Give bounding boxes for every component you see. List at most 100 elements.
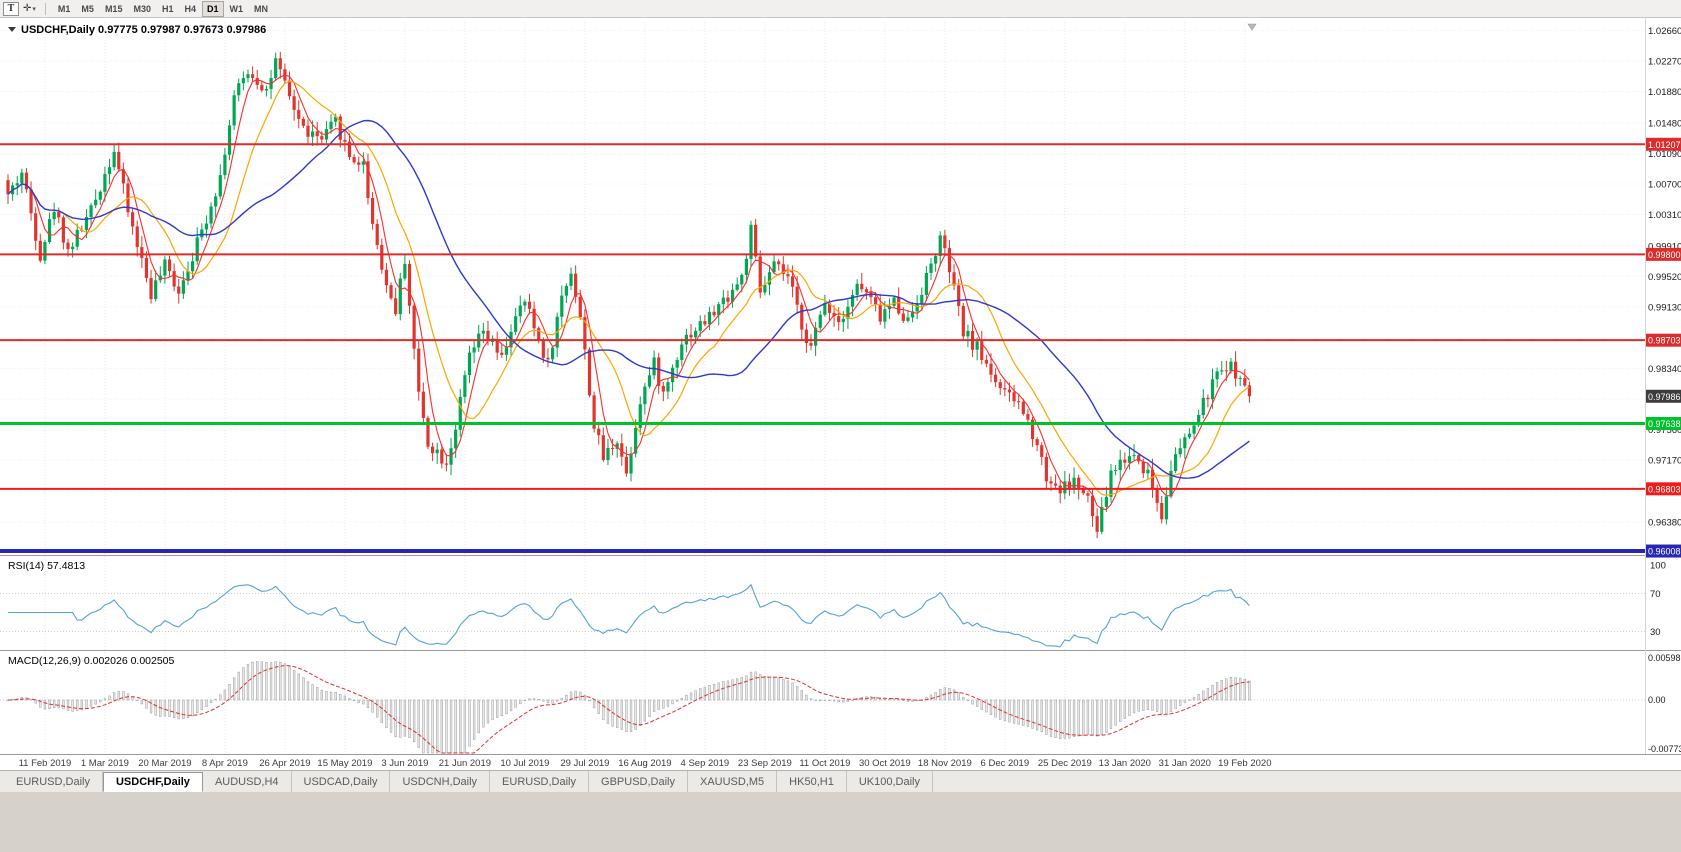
candle-body: [1169, 470, 1173, 497]
timeframe-m15[interactable]: M15: [104, 3, 123, 14]
chart-tab-usdcad-daily[interactable]: USDCAD,Daily: [292, 771, 391, 792]
candle-body: [1141, 461, 1145, 474]
macd-histogram-bar: [1183, 699, 1186, 703]
timeframe-group: M1 M5 M15 M30 H1 H4 D1 W1 MN: [53, 0, 273, 17]
price-chart[interactable]: 1.02660 1.02270 1.01880 1.01480 1.01090 1.007…: [0, 18, 1681, 770]
macd-histogram-bar: [1054, 699, 1057, 738]
price-level-badge-label: 0.96008: [1648, 547, 1681, 557]
candle-body: [634, 428, 638, 454]
candle-body: [984, 359, 988, 364]
macd-histogram-bar: [209, 699, 213, 704]
macd-histogram-bar: [357, 699, 360, 704]
x-axis-label: 4 Sep 2019: [681, 758, 730, 769]
macd-histogram-bar: [948, 688, 951, 701]
cursor-tool-button[interactable]: ✛ ▾: [21, 2, 38, 16]
macd-histogram-bar: [1128, 699, 1131, 716]
chart-tab-usdcnh-daily[interactable]: USDCNH,Daily: [390, 771, 491, 792]
chart-tab-hk50-h1[interactable]: HK50,H1: [777, 771, 847, 792]
chart-tab-audusd-h4[interactable]: AUDUSD,H4: [203, 771, 292, 792]
candle-body: [587, 349, 592, 396]
candle-body: [227, 125, 232, 155]
candle-body: [850, 294, 855, 307]
macd-histogram-bar: [528, 698, 531, 701]
candle-body: [804, 329, 808, 344]
timeframe-m30[interactable]: M30: [133, 3, 151, 14]
chart-tab-eurusd-daily[interactable]: EURUSD,Daily: [490, 771, 590, 792]
macd-histogram-bar: [971, 699, 974, 705]
text-tool-button[interactable]: T: [3, 1, 19, 16]
candle-body: [689, 334, 693, 338]
candle-body: [694, 330, 698, 338]
price-level-badge-label: 1.01207: [1648, 140, 1681, 150]
chart-tab-usdchf-daily[interactable]: USDCHF,Daily: [102, 772, 203, 792]
macd-histogram-bar: [366, 699, 370, 708]
candle-body: [680, 344, 684, 360]
macd-histogram-bar: [966, 699, 970, 701]
macd-histogram-bar: [228, 683, 231, 701]
macd-histogram-bar: [269, 662, 273, 701]
candle-body: [329, 121, 333, 130]
candle-body: [260, 84, 264, 91]
macd-histogram-bar: [352, 699, 356, 702]
chart-tab-gbpusd-daily[interactable]: GBPUSD,Daily: [589, 771, 688, 792]
rsi-title: RSI(14) 57.4813: [8, 560, 85, 572]
timeframe-d1[interactable]: D1: [202, 0, 224, 17]
candle-body: [1187, 433, 1192, 438]
macd-histogram-bar: [1215, 682, 1219, 701]
candle-body: [237, 83, 241, 96]
timeframe-m1[interactable]: M1: [57, 3, 71, 14]
macd-histogram-bar: [805, 694, 808, 701]
candle-body: [389, 285, 393, 299]
candle-body: [606, 447, 610, 461]
candle-body: [426, 417, 430, 447]
candle-body: [472, 347, 476, 353]
macd-histogram-bar: [265, 662, 268, 701]
candle-body: [1164, 496, 1168, 520]
candle-body: [366, 161, 370, 199]
candle-body: [20, 172, 24, 184]
macd-histogram-bar: [791, 682, 794, 701]
macd-histogram-bar: [662, 699, 665, 709]
macd-histogram-bar: [1234, 677, 1237, 701]
candle-body: [855, 283, 859, 295]
macd-histogram-bar: [1031, 699, 1034, 729]
timeframe-h1[interactable]: H1: [161, 3, 174, 14]
candle-body: [1118, 459, 1122, 471]
chart-tab-xauusd-m5[interactable]: XAUUSD,M5: [688, 771, 778, 792]
x-axis-label: 26 Apr 2019: [259, 758, 310, 769]
chart-tab-uk100-daily[interactable]: UK100,Daily: [847, 771, 933, 792]
candle-body: [177, 286, 181, 294]
timeframe-m5[interactable]: M5: [81, 3, 94, 14]
candle-body: [232, 95, 236, 126]
macd-histogram-bar: [1188, 699, 1191, 701]
timeframe-h4[interactable]: H4: [184, 3, 196, 14]
window-background: [0, 792, 1681, 852]
candle-body: [726, 297, 730, 302]
timeframe-w1[interactable]: W1: [229, 3, 244, 14]
candle-body: [394, 298, 398, 315]
chart-title: USDCHF,Daily 0.97775 0.97987 0.97673 0.9…: [21, 24, 266, 36]
chart-tab-eurusd-daily[interactable]: EURUSD,Daily: [4, 771, 103, 792]
macd-histogram-bar: [399, 699, 402, 738]
macd-histogram-bar: [800, 690, 803, 701]
candle-body: [430, 446, 435, 454]
macd-histogram-bar: [1045, 699, 1048, 735]
candle-body: [1114, 470, 1118, 472]
candle-body: [66, 242, 70, 250]
candle-body: [740, 274, 744, 285]
candle-body: [1178, 448, 1182, 455]
candle-body: [57, 212, 61, 218]
macd-histogram-bar: [112, 692, 116, 701]
macd-histogram-bar: [1225, 678, 1228, 701]
macd-histogram-bar: [297, 673, 300, 701]
candle-body: [343, 139, 347, 142]
macd-histogram-bar: [431, 699, 434, 754]
candle-body: [421, 391, 425, 418]
candle-body: [975, 341, 979, 350]
candle-body: [924, 272, 928, 295]
timeframe-mn[interactable]: MN: [254, 3, 269, 14]
macd-histogram-bar: [76, 699, 79, 711]
macd-histogram-bar: [1114, 699, 1117, 726]
y-axis-label: 1.02660: [1648, 26, 1681, 37]
chart-collapse-icon[interactable]: [8, 27, 16, 32]
